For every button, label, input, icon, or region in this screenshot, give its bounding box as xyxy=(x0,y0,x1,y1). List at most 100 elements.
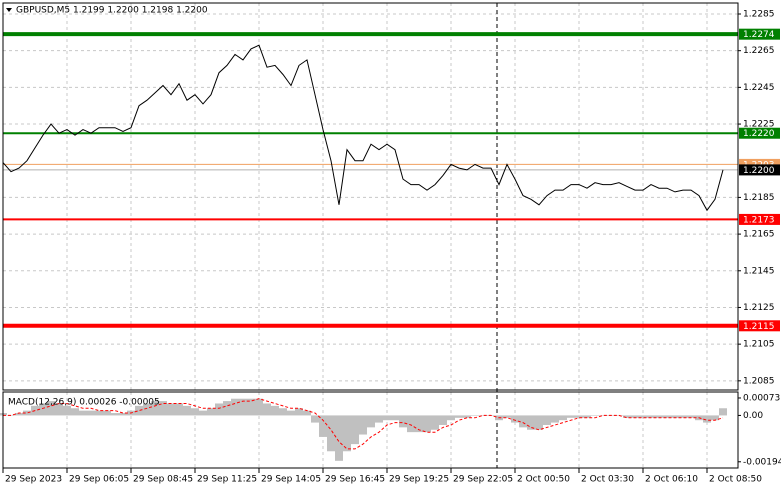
x-tick-label: 29 Sep 11:25 xyxy=(197,475,257,485)
x-tick-label: 2 Oct 00:50 xyxy=(517,475,570,485)
macd-title: MACD(12,26,9) 0.00026 -0.00005 xyxy=(8,398,160,408)
histogram-bar xyxy=(671,415,679,418)
histogram-bar xyxy=(663,415,671,418)
y-tick-label: 1.2165 xyxy=(743,230,775,240)
histogram-bar xyxy=(175,403,183,416)
y-tick-label: 1.2125 xyxy=(743,303,775,313)
histogram-bar xyxy=(567,415,575,418)
histogram-bar xyxy=(71,408,79,416)
histogram-bar xyxy=(23,410,31,416)
histogram-bar xyxy=(367,415,375,428)
histogram-bar xyxy=(159,401,167,416)
level-label: 1.2200 xyxy=(743,166,775,176)
histogram-bar xyxy=(479,415,487,416)
x-tick-label: 29 Sep 08:45 xyxy=(133,475,193,485)
chart-title: GBPUSD,M5 1.2199 1.2200 1.2198 1.2200 xyxy=(16,6,208,16)
level-label: 1.2173 xyxy=(743,215,775,225)
histogram-bar xyxy=(215,403,223,416)
histogram-bar xyxy=(647,415,655,418)
y-tick-label: 1.2245 xyxy=(743,83,775,93)
histogram-bar xyxy=(151,401,159,416)
level-label: 1.2274 xyxy=(743,30,775,40)
histogram-bar xyxy=(319,415,327,437)
histogram-bar xyxy=(111,413,119,416)
histogram-bar xyxy=(119,413,127,416)
level-tag xyxy=(739,158,780,170)
histogram-bar xyxy=(519,415,527,428)
histogram-bar xyxy=(575,415,583,418)
histogram-bar xyxy=(15,413,23,416)
histogram-bar xyxy=(623,415,631,418)
histogram-bar xyxy=(79,410,87,416)
histogram-bar xyxy=(399,415,407,428)
signal-line xyxy=(3,398,724,450)
histogram-bar xyxy=(335,415,343,461)
menu-triangle[interactable] xyxy=(6,8,12,12)
histogram-bar xyxy=(455,415,463,418)
x-tick-label: 29 Sep 2023 xyxy=(5,475,62,485)
histogram-bar xyxy=(703,415,711,423)
histogram-bar xyxy=(63,405,71,416)
level-label: 1.2115 xyxy=(743,322,775,332)
histogram-bar xyxy=(47,401,55,416)
x-tick-label: 2 Oct 06:10 xyxy=(645,475,698,485)
x-tick-label: 29 Sep 16:45 xyxy=(325,475,385,485)
histogram-bar xyxy=(375,415,383,423)
histogram-bar xyxy=(463,415,471,418)
histogram-bar xyxy=(303,410,311,416)
histogram-bar xyxy=(143,403,151,416)
histogram-bar xyxy=(423,415,431,433)
y-tick-label: 1.2145 xyxy=(743,266,775,276)
histogram-bar xyxy=(271,405,279,416)
level-label: 1.2220 xyxy=(743,129,775,139)
y-tick-label: 1.2285 xyxy=(743,10,775,20)
histogram-bar xyxy=(39,403,47,416)
histogram-bar xyxy=(239,398,247,416)
histogram-bar xyxy=(439,415,447,425)
x-tick-label: 29 Sep 14:05 xyxy=(261,475,321,485)
histogram-bar xyxy=(183,405,191,416)
histogram-bar xyxy=(263,403,271,416)
histogram-bar xyxy=(327,415,335,452)
plots xyxy=(0,3,738,468)
histogram-bar xyxy=(311,415,319,423)
y-tick-label: -0.00194 xyxy=(743,457,781,467)
histogram-bar xyxy=(559,415,567,421)
histogram-bar xyxy=(295,408,303,416)
histogram-bar xyxy=(255,398,263,416)
histogram-bar xyxy=(543,415,551,425)
histogram-bar xyxy=(431,415,439,430)
histogram-bar xyxy=(95,410,103,416)
level-tag xyxy=(739,320,780,332)
histogram-bar xyxy=(415,415,423,433)
x-tick-label: 29 Sep 06:05 xyxy=(69,475,129,485)
level-tag xyxy=(739,127,780,139)
histogram-bar xyxy=(351,415,359,445)
histogram-bar xyxy=(199,410,207,416)
histogram-bar xyxy=(191,408,199,416)
histogram-bar xyxy=(503,415,511,418)
histogram-bar xyxy=(223,401,231,416)
x-tick-label: 29 Sep 19:25 xyxy=(389,475,449,485)
histogram-bar xyxy=(407,415,415,433)
x-tick-label: 2 Oct 08:50 xyxy=(709,475,762,485)
macd-frame xyxy=(2,391,739,469)
histogram-bar xyxy=(55,403,63,416)
histogram-bar xyxy=(527,415,535,430)
y-tick-label: 0.00 xyxy=(743,411,763,421)
main-frame xyxy=(2,2,739,391)
histogram-bar xyxy=(447,415,455,421)
histogram-bar xyxy=(279,408,287,416)
histogram-bar xyxy=(247,398,255,416)
histogram-bar xyxy=(639,415,647,418)
histogram-bar xyxy=(583,415,591,418)
histogram-bar xyxy=(231,398,239,416)
histogram-bar xyxy=(391,415,399,421)
histogram-bar xyxy=(687,415,695,418)
histogram-bar xyxy=(167,403,175,416)
histogram-bar xyxy=(287,410,295,416)
y-tick-label: 1.2185 xyxy=(743,193,775,203)
level-tag xyxy=(739,164,780,176)
histogram-bar xyxy=(87,410,95,416)
y-tick-label: 1.2225 xyxy=(743,120,775,130)
